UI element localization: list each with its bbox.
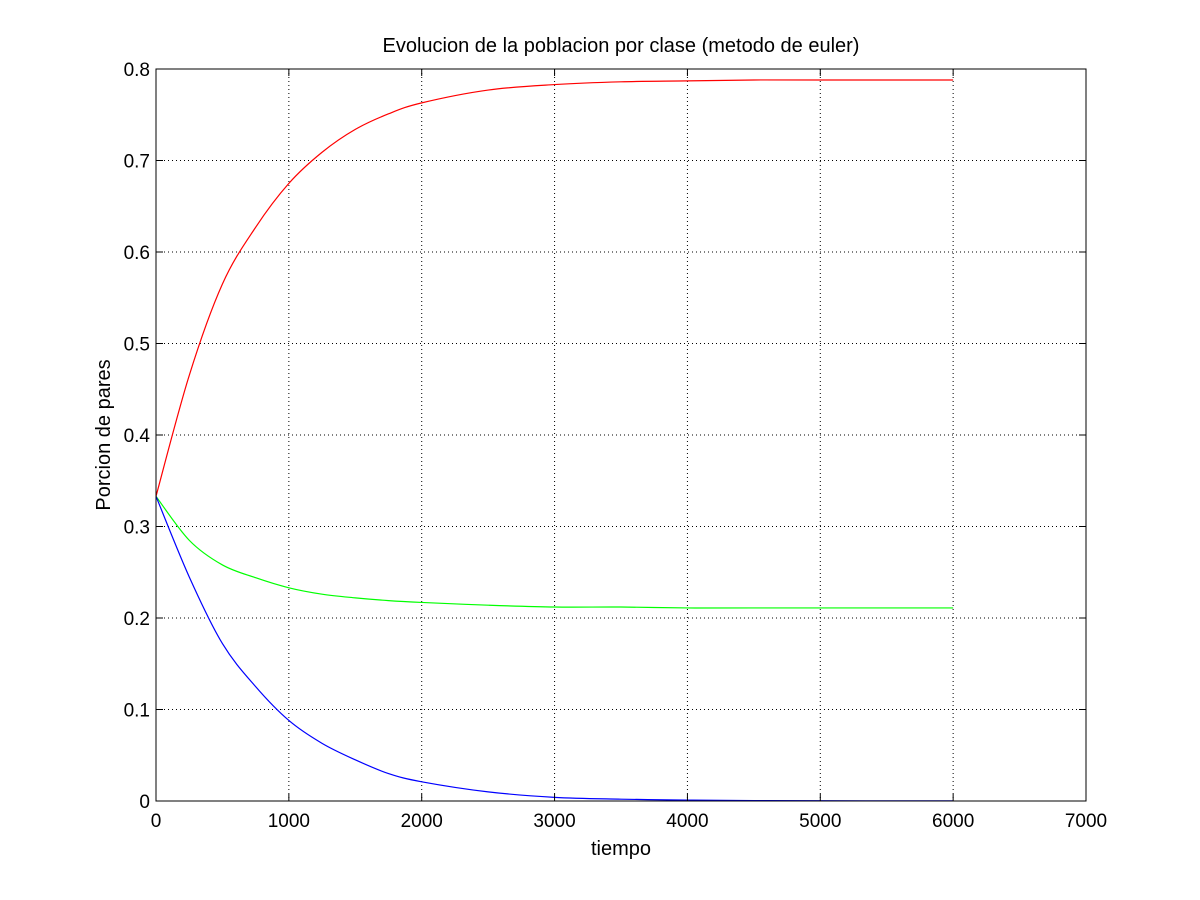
y-tick-label: 0.7	[124, 152, 150, 173]
y-tick-label: 0.2	[124, 609, 150, 630]
x-tick-label: 6000	[932, 811, 974, 832]
x-tick-label: 7000	[1065, 811, 1107, 832]
series-line-1	[155, 79, 954, 497]
x-axis-label: tiempo	[591, 838, 651, 860]
y-tick-label: 0.5	[124, 335, 150, 356]
x-tick-label: 4000	[666, 811, 708, 832]
series-line-2	[155, 495, 954, 609]
y-tick-label: 0.4	[124, 426, 151, 447]
x-tick-label: 0	[151, 811, 162, 832]
x-tick-label: 2000	[401, 811, 443, 832]
y-tick-label: 0.6	[124, 243, 150, 264]
y-tick-label: 0.1	[124, 701, 150, 722]
x-tick-label: 1000	[268, 811, 310, 832]
y-tick-label: 0.3	[124, 518, 150, 539]
y-tick-label: 0.8	[124, 60, 150, 81]
y-axis-label: Porcion de pares	[93, 359, 115, 510]
axis-ticks: 0 1000 2000 3000 4000 5000 6000 7000 0 0.1 0.2 0.3 0…	[124, 60, 1108, 832]
x-tick-label: 3000	[533, 811, 575, 832]
chart-title: Evolucion de la poblacion por clase (met…	[383, 35, 860, 57]
grid	[156, 69, 1086, 801]
y-tick-label: 0	[139, 792, 150, 813]
x-tick-label: 5000	[799, 811, 841, 832]
